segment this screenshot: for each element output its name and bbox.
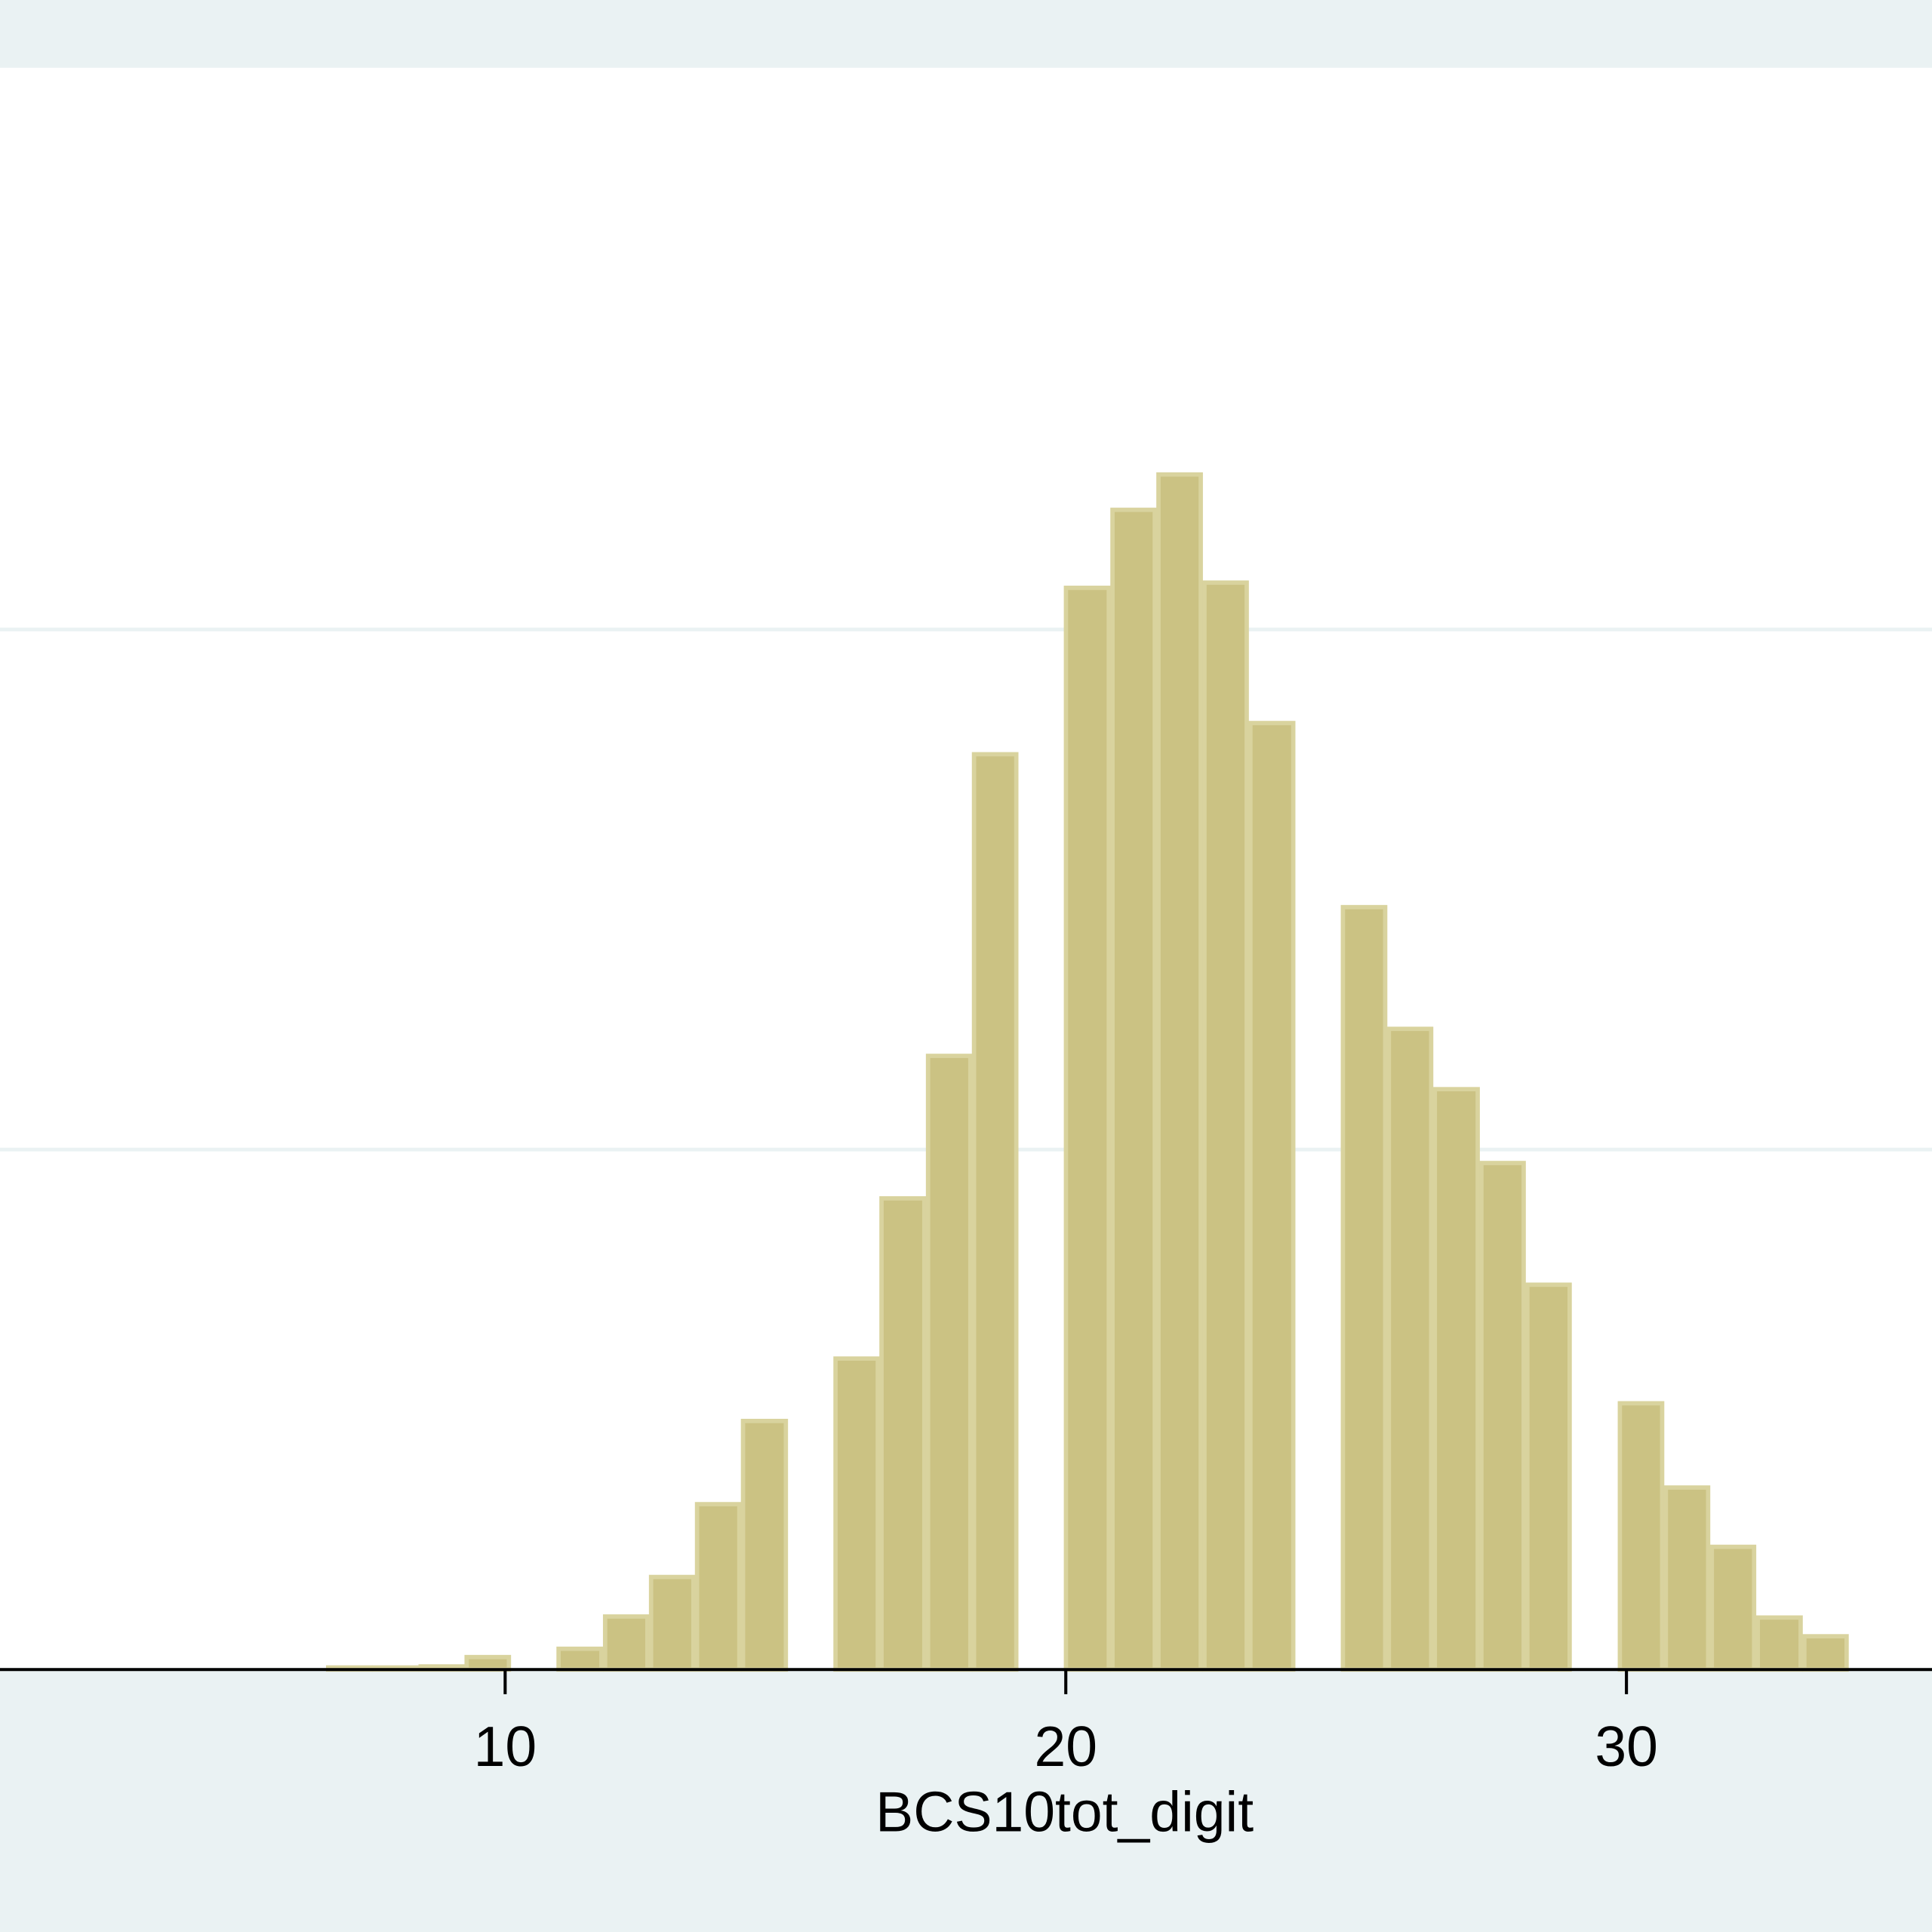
bar xyxy=(971,752,1019,1672)
bar xyxy=(879,1196,927,1672)
bar xyxy=(694,1502,742,1672)
bar xyxy=(1709,1544,1757,1672)
bar xyxy=(1755,1615,1803,1672)
x-tick-label: 20 xyxy=(1034,1715,1097,1778)
bar xyxy=(1524,1282,1572,1672)
bar xyxy=(1156,472,1203,1672)
bar xyxy=(1663,1485,1711,1672)
bar xyxy=(1340,905,1388,1672)
bar xyxy=(1479,1161,1526,1672)
bar xyxy=(1110,507,1157,1672)
x-tick-label: 30 xyxy=(1595,1715,1658,1778)
bar xyxy=(925,1054,973,1672)
bar xyxy=(740,1418,789,1672)
bar xyxy=(648,1574,696,1672)
x-tick-label: 10 xyxy=(474,1715,537,1778)
bar xyxy=(1386,1026,1434,1672)
bar xyxy=(1801,1634,1849,1672)
bar xyxy=(1617,1401,1665,1672)
bar xyxy=(464,1654,512,1672)
bar xyxy=(833,1356,881,1672)
bar xyxy=(1202,580,1249,1672)
bar xyxy=(556,1646,604,1672)
bar xyxy=(1432,1087,1480,1672)
bar xyxy=(1063,586,1112,1672)
x-axis-title: BCS10tot_digit xyxy=(875,1780,1254,1843)
bar xyxy=(1248,721,1296,1672)
bar xyxy=(602,1614,650,1672)
